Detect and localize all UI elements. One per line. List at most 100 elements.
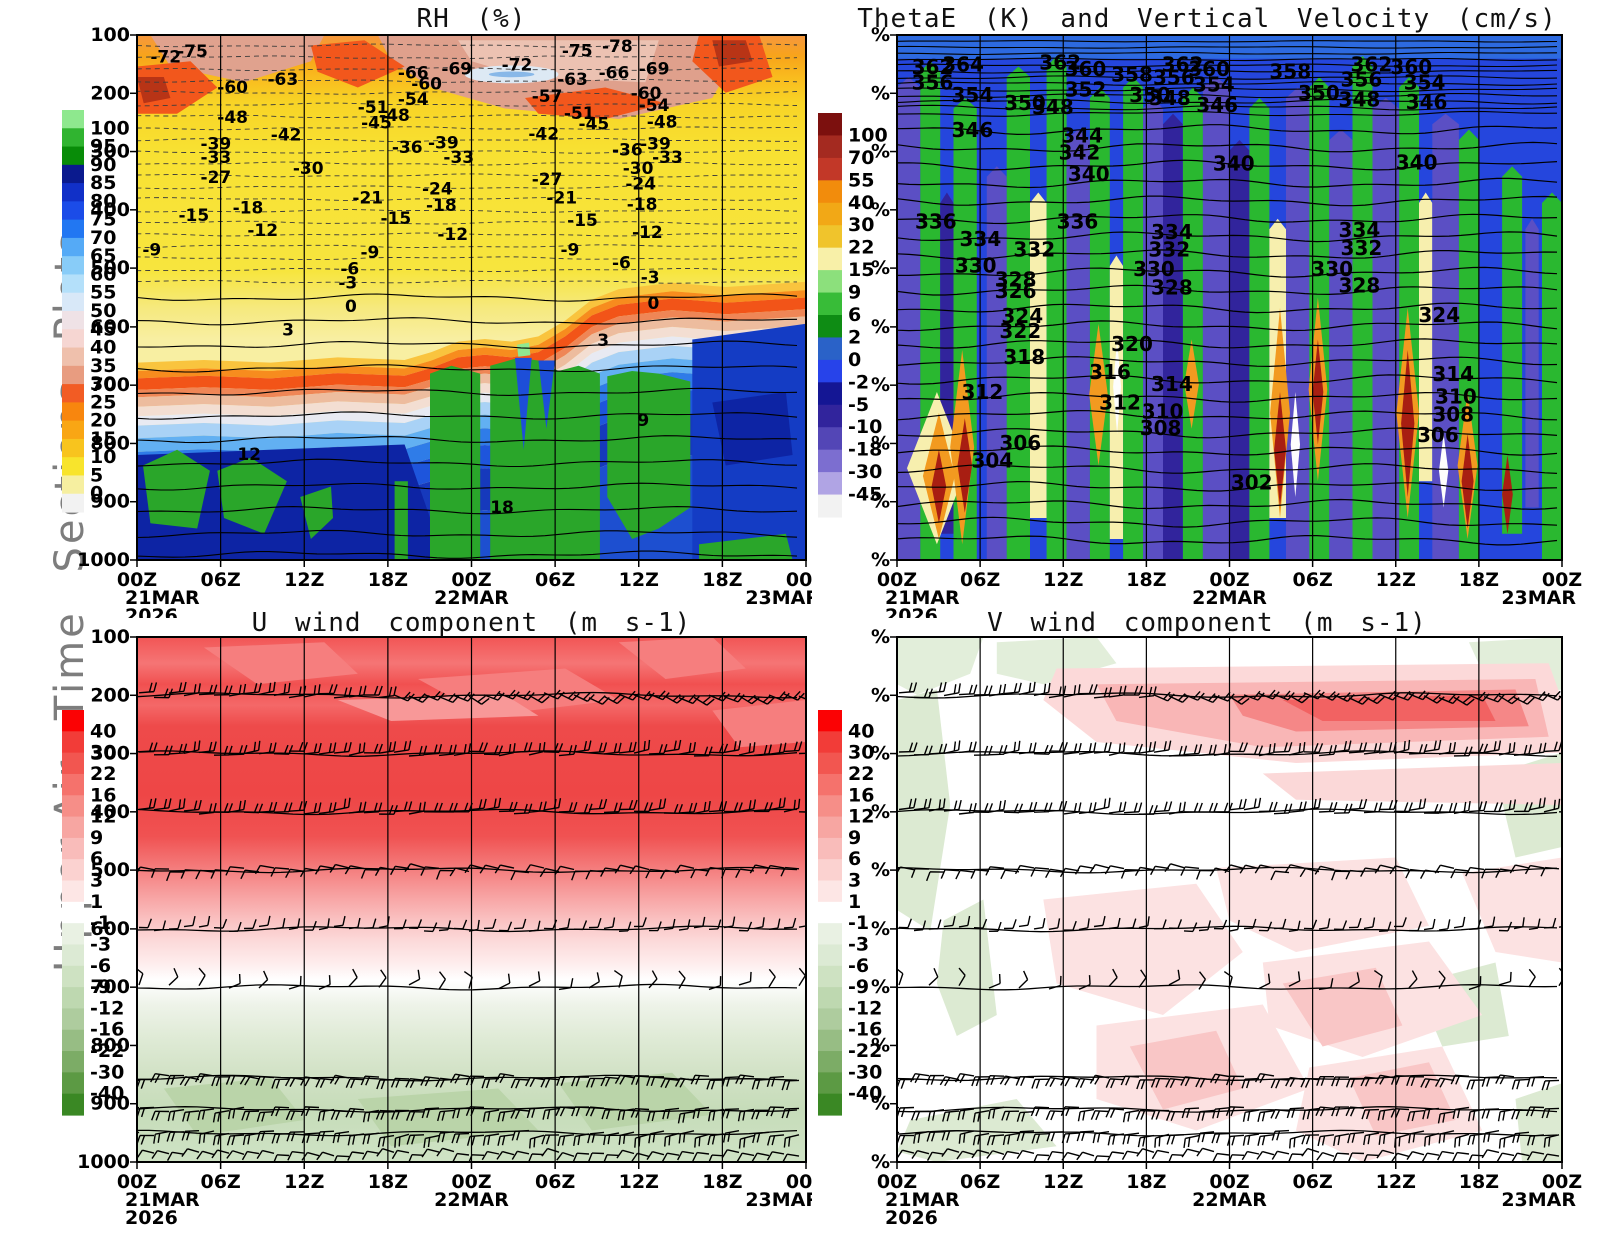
- contour-label: 346: [1196, 93, 1238, 117]
- contour-label: 340: [1213, 152, 1255, 176]
- colorbar-label: 55: [90, 282, 116, 304]
- contour-label: -45: [579, 114, 610, 134]
- contour-label: 344: [1061, 123, 1103, 147]
- contour-label: 314: [1151, 372, 1193, 396]
- contour-label: 350: [1004, 91, 1046, 115]
- contour-label: -69: [639, 59, 670, 79]
- contour-label: 360: [1065, 57, 1107, 81]
- colorbar-label: 15: [90, 428, 116, 450]
- contour-label: 304: [971, 448, 1013, 472]
- y-tick-label: %: [871, 316, 890, 338]
- x-tick-label: 00Z: [451, 1171, 491, 1193]
- x-tick-label: 12Z: [1043, 569, 1083, 591]
- x-tick-label: 00Z: [877, 569, 917, 591]
- contour-label: 358: [1269, 59, 1311, 83]
- rh-title: RH (%): [416, 4, 527, 34]
- colorbar-label: 0: [848, 349, 861, 371]
- y-tick-label: 200: [90, 82, 130, 104]
- contour-label: -39: [428, 133, 459, 153]
- contour-label: 302: [1231, 470, 1273, 494]
- colorbar-label: -6: [848, 955, 869, 977]
- x-tick-label: 18Z: [368, 1171, 408, 1193]
- rh-contours: [137, 43, 798, 559]
- x-tick-label: 00Z: [1209, 1171, 1249, 1193]
- colorbar-label: 40: [848, 192, 874, 214]
- colorbar-label: 9: [848, 282, 861, 304]
- contour-label: -48: [217, 108, 248, 128]
- y-tick-label: %: [871, 82, 890, 104]
- date-label: 22MAR: [434, 1189, 509, 1211]
- colorbar-label: 60: [90, 263, 116, 285]
- colorbar-label: 6: [90, 848, 103, 870]
- contour-label: 330: [955, 254, 997, 278]
- contour-label: -15: [381, 209, 412, 229]
- colorbar-label: -30: [848, 1061, 882, 1083]
- colorbar-label: -18: [848, 439, 882, 461]
- y-tick-label: %: [871, 141, 890, 163]
- x-tick-label: 00Z: [877, 1171, 917, 1193]
- contour-label: 360: [1390, 55, 1432, 79]
- x-tick-label: 00Z: [1542, 569, 1582, 591]
- contour-label: -63: [267, 70, 298, 90]
- colorbar-label: -16: [90, 1019, 124, 1041]
- colorbar-label: 10: [90, 446, 116, 468]
- y-tick-label: 800: [90, 1034, 130, 1056]
- contour-label: 354: [952, 83, 994, 107]
- y-tick-label: %: [871, 491, 890, 513]
- colorbar-label: -1: [848, 912, 869, 934]
- contour-label: 328: [995, 268, 1037, 292]
- contour-label: 336: [915, 209, 957, 233]
- contour-label: -51: [564, 104, 595, 124]
- contour-label: 18: [490, 498, 514, 518]
- vwind-grid: [896, 636, 1563, 1163]
- colorbar-label: 95: [90, 136, 116, 158]
- y-tick-label: 600: [90, 918, 130, 940]
- x-tick-label: 18Z: [1126, 569, 1166, 591]
- y-tick-label: 1000: [77, 549, 130, 571]
- colorbar-label: 70: [90, 227, 116, 249]
- x-tick-label: 06Z: [960, 1171, 1000, 1193]
- colorbar-label: -3: [90, 933, 111, 955]
- contour-label: 9: [637, 411, 649, 431]
- uwind-plot-svg: 40302216129631-1-3-6-9-12-16-22-30-40100…: [62, 626, 826, 1229]
- contour-label: 12: [237, 445, 261, 465]
- x-tick-label: 00Z: [1542, 1171, 1582, 1193]
- y-tick-label: %: [871, 1093, 890, 1115]
- colorbar-label: 1: [90, 891, 103, 913]
- colorbar-label: 3: [90, 870, 103, 892]
- contour-label: 362: [1162, 52, 1204, 76]
- x-tick-label: 00Z: [1209, 569, 1249, 591]
- colorbar-label: 6: [848, 848, 861, 870]
- contour-label: 308: [1432, 403, 1474, 427]
- colorbar-label: -5: [848, 394, 869, 416]
- contour-label: -18: [233, 198, 264, 218]
- colorbar-label: -22: [90, 1040, 124, 1062]
- colorbar-label: 22: [90, 763, 116, 785]
- x-tick-label: 18Z: [702, 1171, 742, 1193]
- x-tick-label: 00Z: [451, 569, 491, 591]
- contour-label: -21: [546, 188, 577, 208]
- colorbar-label: 90: [90, 154, 116, 176]
- contour-label: -45: [361, 113, 392, 133]
- colorbar-label: 65: [90, 245, 116, 267]
- contour-label: 346: [1406, 90, 1448, 114]
- contour-label: 308: [1140, 416, 1182, 440]
- contour-label: -72: [502, 56, 533, 76]
- contour-label: 310: [1435, 384, 1477, 408]
- date-label: 23MAR: [745, 587, 812, 609]
- colorbar-label: 100: [848, 124, 888, 146]
- colorbar-label: -22: [848, 1040, 882, 1062]
- contour-label: 356: [912, 70, 954, 94]
- colorbar-label: 55: [848, 169, 874, 191]
- contour-label: -48: [379, 106, 410, 126]
- rh-panel: RH (%) 100 95 90 85 80 75 70 65 60 55 50 45 40 35 30 25…: [0, 0, 826, 627]
- y-tick-label: %: [871, 1151, 890, 1173]
- colorbar-label: -30: [90, 1061, 124, 1083]
- contour-label: 348: [1032, 95, 1074, 119]
- x-tick-label: 12Z: [284, 1171, 324, 1193]
- contour-label: -63: [557, 70, 588, 90]
- rh-contour-labels: -72-75-63-60-48-42-39-33-30-27-66 -69-60-…: [142, 37, 682, 518]
- contour-label: -33: [443, 148, 474, 168]
- colorbar-label: 45: [90, 318, 116, 340]
